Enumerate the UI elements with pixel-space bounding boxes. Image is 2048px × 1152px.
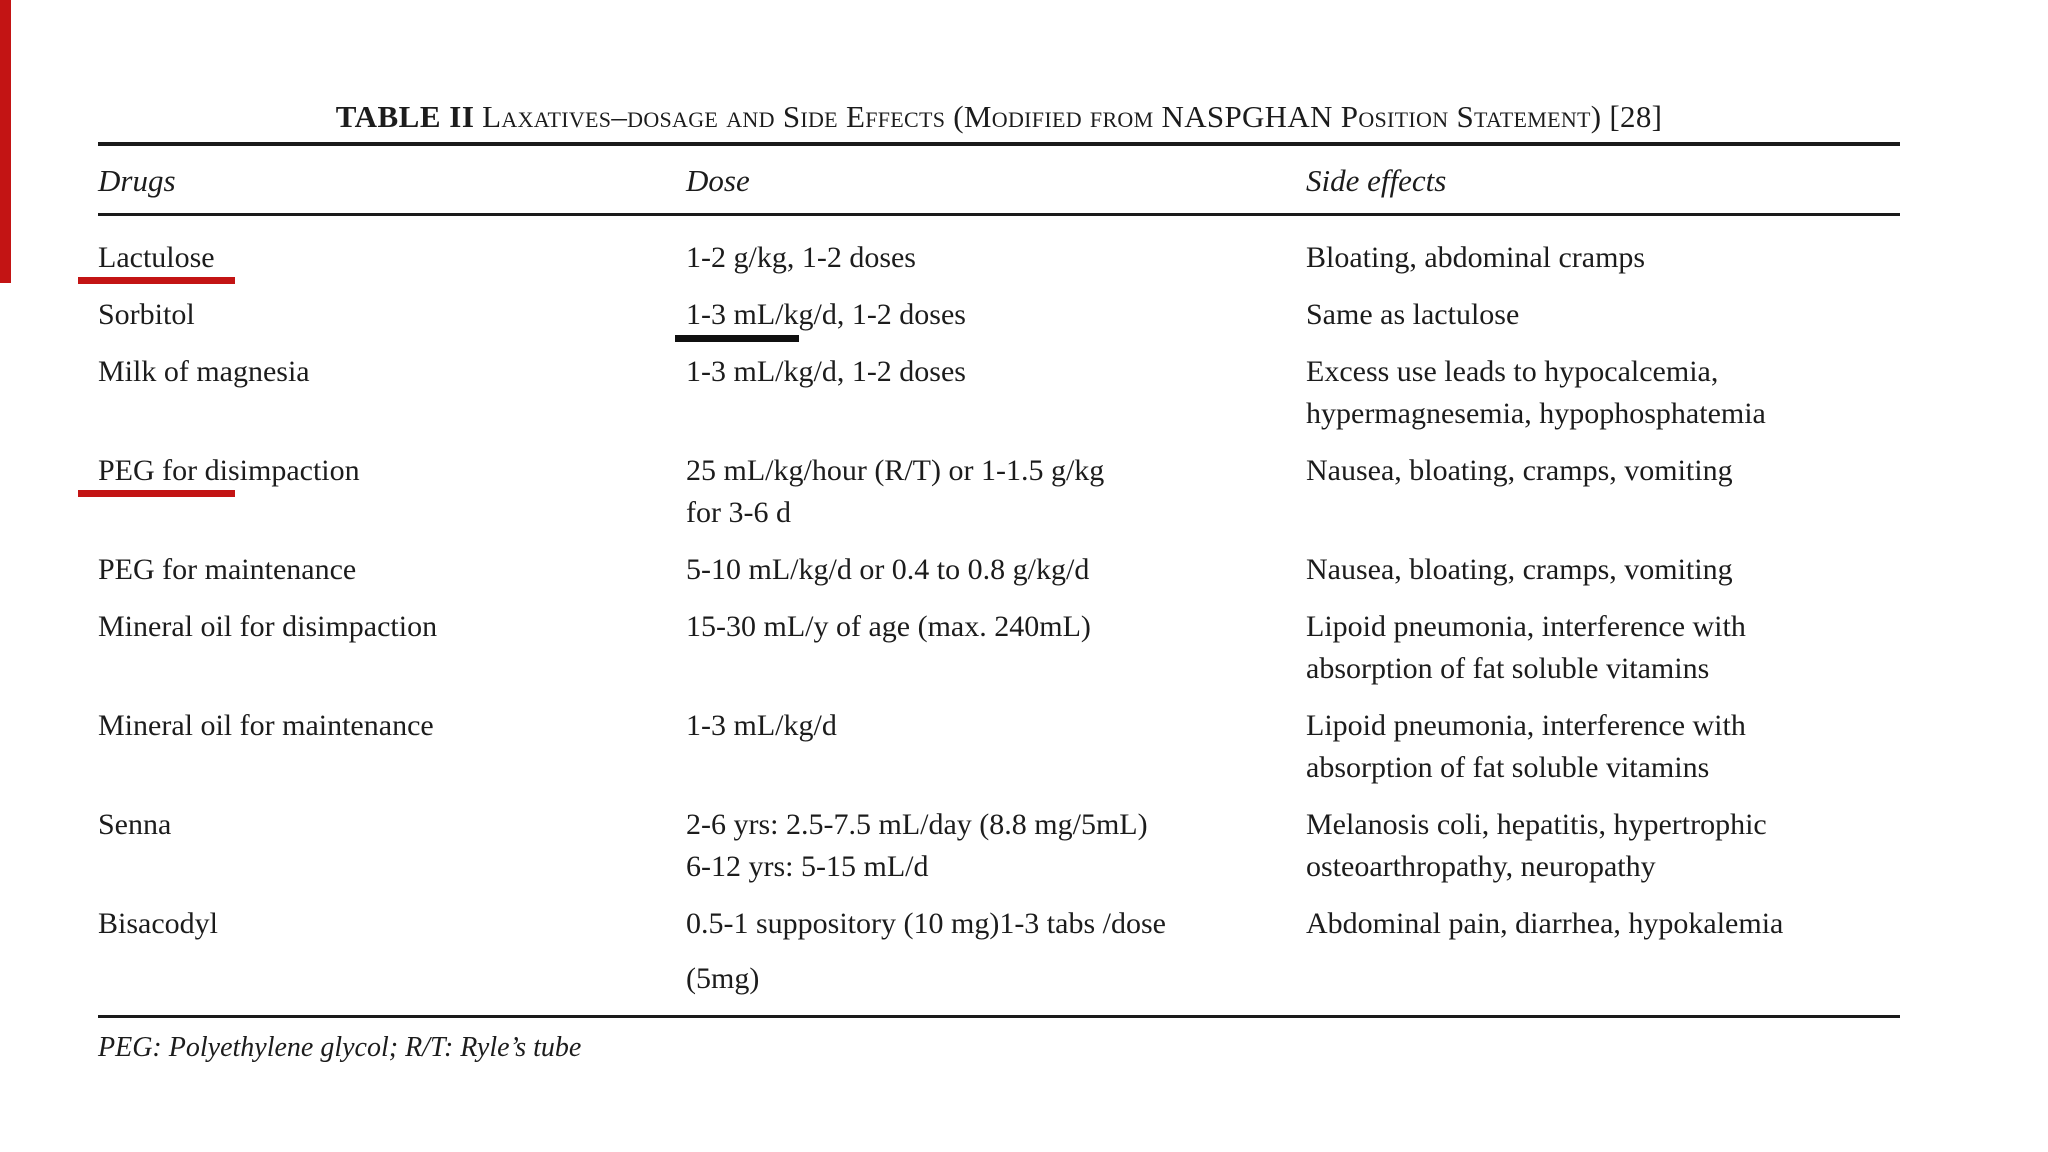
table-row: Milk of magnesia 1-3 mL/kg/d, 1-2 doses …	[98, 351, 1900, 435]
table-row: PEG for maintenance 5-10 mL/kg/d or 0.4 …	[98, 549, 1900, 591]
dose-text: 1-3 mL/kg/d, 1-2 doses	[686, 355, 966, 388]
side-effects-text: Same as lactulose	[1306, 298, 1520, 331]
drug-cell: Mineral oil for disimpaction	[98, 606, 686, 690]
side-effects-cell: Same as lactulose	[1306, 294, 1900, 336]
dose-cell: 2-6 yrs: 2.5-7.5 mL/day (8.8 mg/5mL) 6-1…	[686, 804, 1306, 888]
table-row: Mineral oil for disimpaction 15-30 mL/y …	[98, 606, 1900, 690]
side-effects-cell: Lipoid pneumonia, interference with abso…	[1306, 705, 1900, 789]
side-effects-text: Lipoid pneumonia, interference with	[1306, 709, 1746, 742]
drug-name: Milk of magnesia	[98, 355, 310, 388]
drug-name: Mineral oil for disimpaction	[98, 610, 438, 643]
red-underline-annotation	[78, 277, 235, 284]
table-row: PEG for disimpaction 25 mL/kg/hour (R/T)…	[78, 450, 1900, 534]
table-number-label: TABLE II	[335, 99, 475, 134]
table-header-row: Drugs Dose Side effects	[98, 146, 1900, 213]
red-underline-annotation	[78, 490, 235, 497]
column-header-side-effects: Side effects	[1306, 163, 1447, 198]
side-effects-cell: Lipoid pneumonia, interference with abso…	[1306, 606, 1900, 690]
drug-cell: PEG for disimpaction	[78, 450, 686, 534]
drug-cell: PEG for maintenance	[98, 549, 686, 591]
top-rule	[98, 142, 1900, 146]
drug-cell: Bisacodyl	[98, 903, 686, 1000]
side-effects-text: osteoarthropathy, neuropathy	[1306, 850, 1656, 883]
side-effects-text: Nausea, bloating, cramps, vomiting	[1306, 553, 1733, 586]
drug-name: Mineral oil for maintenance	[98, 709, 434, 742]
table-row: Mineral oil for maintenance 1-3 mL/kg/d …	[98, 705, 1900, 789]
drug-cell: Lactulose	[78, 237, 686, 284]
dose-text: 2-6 yrs: 2.5-7.5 mL/day (8.8 mg/5mL)	[686, 808, 1148, 841]
bottom-rule	[98, 1015, 1900, 1018]
side-effects-cell: Nausea, bloating, cramps, vomiting	[1306, 549, 1900, 591]
dose-cell: 1-3 mL/kg/d, 1-2 doses	[675, 294, 1306, 342]
drug-cell: Sorbitol	[98, 294, 686, 336]
black-underline-annotation	[675, 335, 799, 342]
column-header-dose: Dose	[686, 163, 750, 198]
dose-cell: 5-10 mL/kg/d or 0.4 to 0.8 g/kg/d	[686, 549, 1306, 591]
table-title-text: Laxatives–dosage and Side Effects (Modif…	[482, 99, 1663, 134]
dose-cell: 25 mL/kg/hour (R/T) or 1-1.5 g/kg for 3-…	[686, 450, 1306, 534]
dose-cell: 1-2 g/kg, 1-2 doses	[686, 237, 1306, 279]
table-row: Sorbitol 1-3 mL/kg/d, 1-2 doses Same as …	[98, 294, 1900, 342]
table-row: Senna 2-6 yrs: 2.5-7.5 mL/day (8.8 mg/5m…	[98, 804, 1900, 888]
dose-text: 1-3 mL/kg/d, 1-2 doses	[686, 298, 966, 331]
header-rule	[98, 213, 1900, 216]
drug-name: PEG for disimpaction	[98, 454, 360, 487]
drug-cell: Mineral oil for maintenance	[98, 705, 686, 789]
column-header-drugs: Drugs	[98, 163, 176, 198]
red-margin-stripe-annotation	[0, 0, 11, 283]
side-effects-text: Nausea, bloating, cramps, vomiting	[1306, 454, 1733, 487]
side-effects-text: Abdominal pain, diarrhea, hypokalemia	[1306, 907, 1784, 940]
dose-text: 25 mL/kg/hour (R/T) or 1-1.5 g/kg	[686, 454, 1105, 487]
side-effects-text: Excess use leads to hypocalcemia,	[1306, 355, 1719, 388]
dose-text: (5mg)	[686, 962, 760, 995]
drug-name: Bisacodyl	[98, 907, 218, 940]
side-effects-text: Melanosis coli, hepatitis, hypertrophic	[1306, 808, 1767, 841]
table-row: Bisacodyl 0.5-1 suppository (10 mg)1-3 t…	[98, 903, 1900, 1000]
drug-name: Senna	[98, 808, 172, 841]
dose-text: for 3-6 d	[686, 496, 791, 529]
table-title: TABLE II Laxatives–dosage and Side Effec…	[98, 96, 1900, 138]
table-sheet: TABLE II Laxatives–dosage and Side Effec…	[78, 0, 1900, 1068]
side-effects-text: hypermagnesemia, hypophosphatemia	[1306, 397, 1766, 430]
dose-cell: 1-3 mL/kg/d	[686, 705, 1306, 789]
table-footnote: PEG: Polyethylene glycol; R/T: Ryle’s tu…	[98, 1032, 582, 1063]
dose-text: 1-3 mL/kg/d	[686, 709, 837, 742]
drug-name: PEG for maintenance	[98, 553, 357, 586]
side-effects-text: absorption of fat soluble vitamins	[1306, 751, 1710, 784]
drug-name: Lactulose	[98, 241, 215, 274]
side-effects-text: absorption of fat soluble vitamins	[1306, 652, 1710, 685]
drug-name: Sorbitol	[98, 298, 195, 331]
dose-text: 0.5-1 suppository (10 mg)1-3 tabs /dose	[686, 907, 1166, 940]
dose-text: 5-10 mL/kg/d or 0.4 to 0.8 g/kg/d	[686, 553, 1090, 586]
side-effects-text: Bloating, abdominal cramps	[1306, 241, 1646, 274]
dose-text: 1-2 g/kg, 1-2 doses	[686, 241, 916, 274]
drug-cell: Senna	[98, 804, 686, 888]
side-effects-cell: Melanosis coli, hepatitis, hypertrophic …	[1306, 804, 1900, 888]
side-effects-cell: Excess use leads to hypocalcemia, hyperm…	[1306, 351, 1900, 435]
table-row: Lactulose 1-2 g/kg, 1-2 doses Bloating, …	[78, 237, 1900, 284]
side-effects-cell: Nausea, bloating, cramps, vomiting	[1306, 450, 1900, 534]
table-body: Lactulose 1-2 g/kg, 1-2 doses Bloating, …	[78, 237, 1900, 1000]
side-effects-cell: Bloating, abdominal cramps	[1306, 237, 1900, 279]
dose-text: 15-30 mL/y of age (max. 240mL)	[686, 610, 1091, 643]
drug-cell: Milk of magnesia	[98, 351, 686, 435]
dose-text: 6-12 yrs: 5-15 mL/d	[686, 850, 929, 883]
dose-cell: 15-30 mL/y of age (max. 240mL)	[686, 606, 1306, 690]
side-effects-text: Lipoid pneumonia, interference with	[1306, 610, 1746, 643]
dose-cell: 1-3 mL/kg/d, 1-2 doses	[686, 351, 1306, 435]
side-effects-cell: Abdominal pain, diarrhea, hypokalemia	[1306, 903, 1900, 1000]
dose-cell: 0.5-1 suppository (10 mg)1-3 tabs /dose …	[686, 903, 1306, 1000]
